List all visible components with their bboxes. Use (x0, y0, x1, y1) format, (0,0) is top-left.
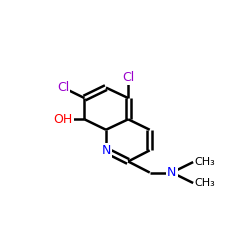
Text: N: N (101, 144, 111, 157)
Text: Cl: Cl (57, 81, 69, 94)
Text: CH₃: CH₃ (195, 157, 216, 167)
Text: Cl: Cl (122, 71, 134, 84)
Text: CH₃: CH₃ (195, 178, 216, 188)
Text: OH: OH (54, 113, 73, 126)
Text: N: N (167, 166, 176, 179)
